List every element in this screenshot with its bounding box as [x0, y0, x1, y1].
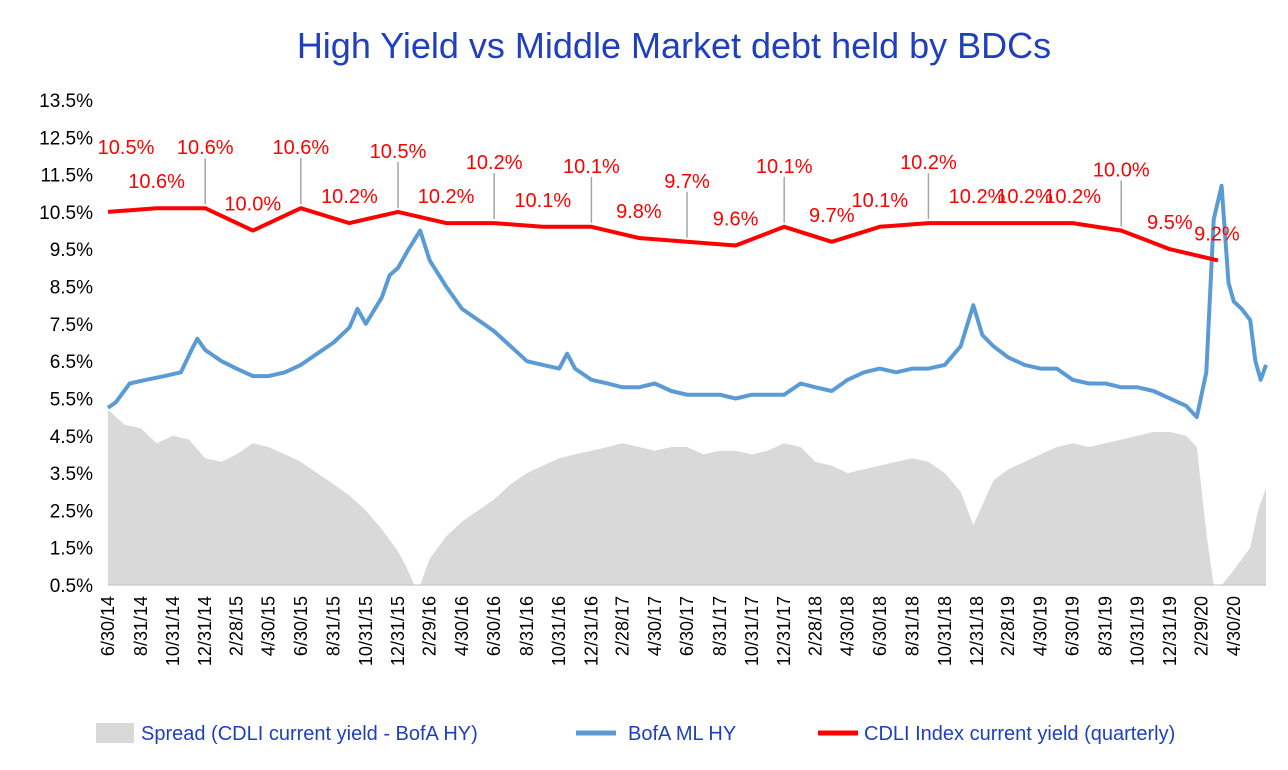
y-tick-label: 9.5%	[50, 240, 93, 261]
x-tick-label: 4/30/18	[838, 596, 858, 656]
cdli-data-label: 9.7%	[664, 171, 710, 193]
x-tick-label: 6/30/15	[291, 596, 311, 656]
x-tick-label: 8/31/18	[903, 596, 923, 656]
x-tick-label: 10/31/18	[935, 596, 955, 666]
y-tick-label: 7.5%	[50, 315, 93, 336]
x-tick-label: 10/31/15	[356, 596, 376, 666]
y-tick-label: 6.5%	[50, 352, 93, 373]
x-tick-label: 6/30/16	[484, 596, 504, 656]
cdli-data-label: 10.5%	[370, 141, 427, 163]
bofa-line	[106, 183, 1268, 420]
cdli-data-label: 9.2%	[1194, 223, 1240, 245]
x-tick-label: 2/28/17	[613, 596, 633, 656]
y-tick-label: 1.5%	[50, 539, 93, 560]
x-tick-label: 6/30/17	[677, 596, 697, 656]
cdli-data-label: 10.0%	[224, 194, 281, 216]
x-tick-label: 2/29/16	[420, 596, 440, 656]
x-tick-label: 10/31/17	[742, 596, 762, 666]
cdli-line-layer	[107, 206, 1219, 263]
x-tick-label: 8/31/14	[131, 596, 151, 656]
cdli-data-label: 10.2%	[996, 186, 1053, 208]
x-tick-label: 6/30/18	[870, 596, 890, 656]
cdli-data-label: 9.7%	[809, 205, 855, 227]
cdli-data-label: 9.6%	[713, 209, 759, 231]
bofa-line-layer	[106, 183, 1268, 420]
x-axis-ticks: 6/30/14 8/31/14 10/31/14 12/31/14 2/28/15 4/3…	[98, 596, 1244, 666]
cdli-data-label: 10.2%	[949, 186, 1006, 208]
y-tick-label: 12.5%	[39, 128, 93, 149]
cdli-data-label: 10.1%	[851, 190, 908, 212]
cdli-line	[107, 206, 1219, 263]
x-tick-label: 4/30/15	[259, 596, 279, 656]
cdli-data-label: 10.2%	[466, 152, 523, 174]
legend-label: CDLI Index current yield (quarterly)	[864, 723, 1175, 745]
x-tick-label: 2/28/19	[998, 596, 1018, 656]
x-tick-label: 8/31/19	[1095, 596, 1115, 656]
legend-swatch-spread	[96, 723, 134, 743]
x-tick-label: 4/30/20	[1224, 596, 1244, 656]
cdli-data-label: 10.1%	[514, 190, 571, 212]
x-tick-label: 4/30/16	[452, 596, 472, 656]
x-tick-label: 4/30/19	[1030, 596, 1050, 656]
cdli-data-label: 10.1%	[563, 156, 620, 178]
spread-area-layer	[108, 409, 1266, 585]
x-tick-label: 2/28/18	[805, 596, 825, 656]
cdli-data-label: 10.2%	[321, 186, 378, 208]
x-tick-label: 8/31/16	[517, 596, 537, 656]
y-tick-label: 4.5%	[50, 427, 93, 448]
cdli-data-label: 10.1%	[756, 156, 813, 178]
x-tick-label: 12/31/19	[1160, 596, 1180, 666]
x-tick-label: 10/31/19	[1128, 596, 1148, 666]
x-tick-label: 12/31/14	[195, 596, 215, 666]
y-axis-ticks: 13.5% 12.5% 11.5% 10.5% 9.5% 8.5% 7.5% 6.5% 5.5%…	[39, 91, 93, 597]
x-tick-label: 8/31/17	[710, 596, 730, 656]
cdli-data-label: 10.2%	[1044, 186, 1101, 208]
chart-title: High Yield vs Middle Market debt held by…	[297, 25, 1051, 66]
cdli-data-label: 10.6%	[128, 171, 185, 193]
cdli-data-label: 10.5%	[98, 137, 155, 159]
cdli-data-label: 10.2%	[418, 186, 475, 208]
cdli-data-labels: 10.5% 10.6% 10.6% 10.0% 10.6% 10.2% 10.5% 10.2%…	[98, 137, 1240, 245]
x-tick-label: 8/31/15	[324, 596, 344, 656]
x-tick-label: 12/31/16	[581, 596, 601, 666]
legend: Spread (CDLI current yield - BofA HY) Bof…	[96, 723, 1175, 745]
cdli-data-label: 10.0%	[1093, 160, 1150, 182]
y-tick-label: 3.5%	[50, 464, 93, 485]
x-tick-label: 12/31/15	[388, 596, 408, 666]
x-tick-label: 6/30/14	[98, 596, 118, 656]
cdli-data-label: 9.5%	[1147, 212, 1193, 234]
x-tick-label: 4/30/17	[645, 596, 665, 656]
y-tick-label: 2.5%	[50, 501, 93, 522]
cdli-data-label: 10.2%	[900, 152, 957, 174]
y-tick-label: 11.5%	[41, 166, 94, 187]
x-tick-label: 2/28/15	[226, 596, 246, 656]
x-tick-label: 12/31/17	[774, 596, 794, 666]
y-tick-label: 10.5%	[39, 203, 93, 224]
y-tick-label: 0.5%	[50, 576, 93, 597]
legend-label: BofA ML HY	[628, 723, 736, 745]
y-tick-label: 13.5%	[39, 91, 93, 112]
x-tick-label: 10/31/16	[549, 596, 569, 666]
cdli-data-label: 10.6%	[272, 137, 329, 159]
x-tick-label: 2/29/20	[1192, 596, 1212, 656]
legend-label: Spread (CDLI current yield - BofA HY)	[141, 723, 478, 745]
spread-area	[108, 409, 1266, 585]
y-tick-label: 5.5%	[50, 389, 93, 410]
cdli-data-label: 9.8%	[616, 201, 662, 223]
x-tick-label: 10/31/14	[163, 596, 183, 666]
y-tick-label: 8.5%	[50, 278, 93, 299]
x-tick-label: 6/30/19	[1063, 596, 1083, 656]
cdli-data-label: 10.6%	[177, 137, 234, 159]
x-tick-label: 12/31/18	[967, 596, 987, 666]
